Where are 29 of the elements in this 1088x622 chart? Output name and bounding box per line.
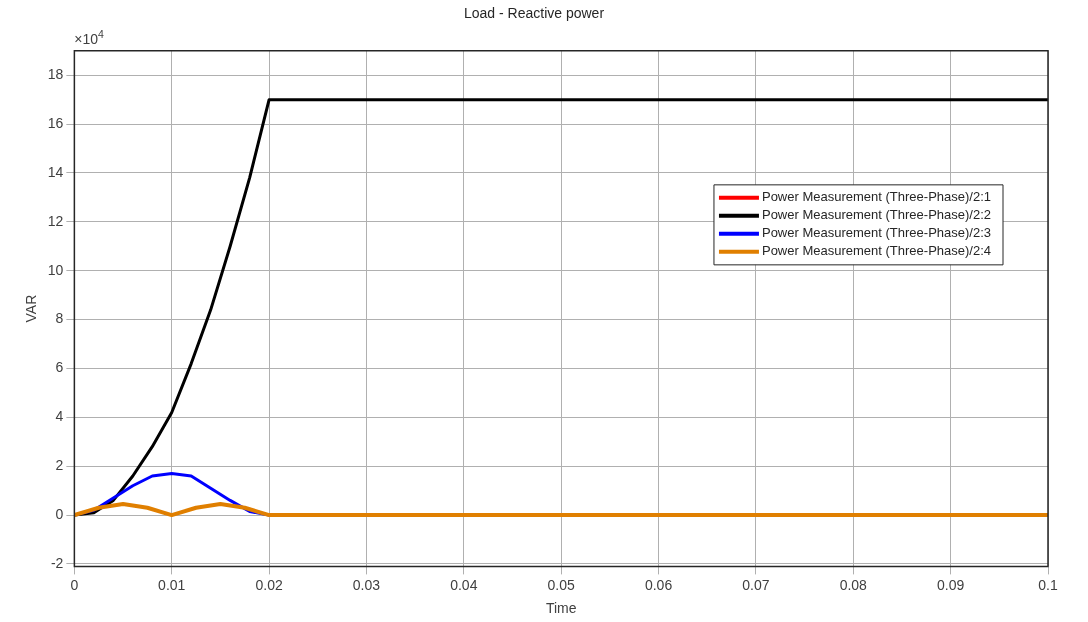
- x-tick-label: 0.08: [839, 576, 868, 593]
- y-tick-label: 4: [55, 408, 64, 425]
- legend-label: Power Measurement (Three-Phase)/2:2: [761, 207, 991, 223]
- y-tick-label: 6: [55, 359, 64, 376]
- y-axis-title: VAR: [23, 294, 40, 323]
- y-tick-label: 16: [47, 114, 64, 131]
- y-tick-label: 14: [47, 163, 64, 180]
- x-tick-label: 0.05: [547, 576, 576, 593]
- x-tick-label: 0.04: [450, 576, 478, 593]
- y-tick-label: -2: [50, 554, 64, 571]
- y-tick-label: 18: [47, 66, 64, 83]
- x-tick-label: 0.07: [742, 576, 770, 593]
- x-tick-label: 0.01: [158, 576, 186, 593]
- legend-label: Power Measurement (Three-Phase)/2:4: [761, 243, 991, 259]
- y-tick-label: 12: [47, 212, 64, 229]
- y-tick-label: 10: [47, 261, 64, 278]
- x-tick-label: 0: [70, 576, 79, 593]
- x-axis-title: Time: [545, 600, 577, 617]
- x-tick-label: 0.02: [255, 576, 283, 593]
- legend-label: Power Measurement (Three-Phase)/2:3: [761, 225, 991, 241]
- y-tick-label: 8: [55, 310, 64, 327]
- y-tick-label: 2: [55, 457, 64, 474]
- x-tick-label: 0.06: [644, 576, 673, 593]
- chart-title: Load - Reactive power: [463, 5, 605, 22]
- x-tick-label: 0.03: [352, 576, 381, 593]
- legend-label: Power Measurement (Three-Phase)/2:1: [761, 189, 991, 205]
- x-tick-label: 0.09: [937, 576, 965, 593]
- x-tick-label: 0.1: [1038, 576, 1058, 593]
- y-tick-label: 0: [55, 505, 64, 522]
